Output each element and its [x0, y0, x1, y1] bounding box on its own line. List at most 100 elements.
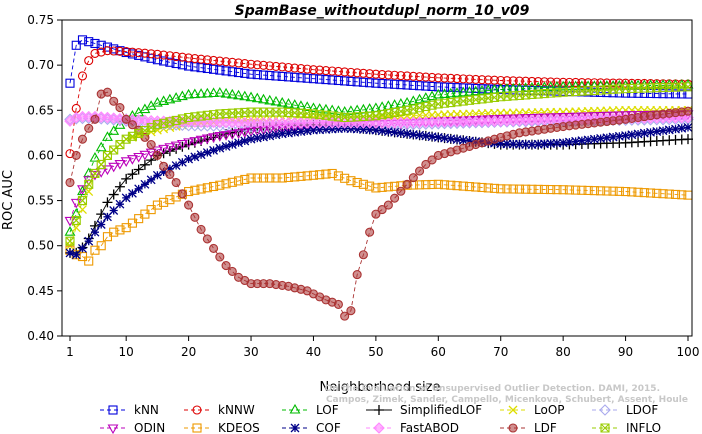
data-point	[508, 184, 518, 194]
data-point	[496, 184, 506, 194]
data-point	[240, 174, 250, 184]
data-point	[677, 89, 687, 99]
data-point	[588, 80, 600, 90]
data-point	[233, 58, 244, 68]
data-point	[346, 306, 356, 316]
data-point	[365, 69, 375, 79]
data-point	[195, 88, 207, 98]
data-point	[646, 127, 656, 137]
data-point	[564, 77, 574, 87]
series-INFLO	[65, 82, 693, 246]
data-point	[464, 74, 475, 84]
data-point	[140, 179, 150, 189]
data-point	[383, 127, 393, 137]
data-point	[571, 136, 581, 146]
data-point	[270, 95, 282, 106]
data-point	[433, 132, 443, 142]
data-point	[446, 180, 456, 190]
data-point	[276, 96, 288, 107]
data-point	[433, 179, 443, 189]
data-point	[208, 133, 220, 143]
data-point	[439, 73, 450, 83]
data-point	[159, 56, 169, 66]
data-point	[345, 105, 357, 115]
data-point	[608, 132, 618, 142]
data-point	[390, 70, 400, 80]
data-point	[308, 65, 319, 75]
data-point	[358, 68, 368, 78]
data-point	[557, 80, 569, 91]
x-axis-label: Neighborhood size	[320, 380, 441, 395]
data-point	[296, 73, 306, 83]
data-point	[471, 182, 481, 192]
data-point	[564, 185, 574, 195]
data-point	[596, 133, 606, 143]
data-point	[521, 76, 531, 86]
data-point	[176, 139, 188, 150]
data-point	[496, 139, 506, 149]
legend-marker	[374, 405, 384, 415]
data-point	[209, 243, 219, 253]
data-point	[89, 152, 101, 162]
data-point	[415, 180, 425, 190]
data-point	[352, 68, 362, 78]
data-point	[521, 139, 531, 149]
data-point	[664, 125, 674, 135]
data-point	[109, 46, 119, 56]
data-point	[258, 173, 269, 183]
data-point	[421, 131, 431, 141]
data-point	[633, 78, 643, 88]
series-line	[69, 173, 689, 262]
data-point	[471, 74, 481, 84]
chart-title: SpamBase_withoutdupl_norm_10_v09	[235, 3, 530, 19]
data-point	[371, 69, 381, 79]
data-point	[521, 184, 531, 194]
data-point	[527, 76, 537, 86]
data-point	[421, 81, 431, 91]
data-point	[215, 56, 225, 66]
legend-label: FastABOD	[400, 421, 459, 434]
data-point	[209, 181, 219, 192]
data-point	[71, 215, 81, 225]
y-tick-label: 0.55	[27, 194, 54, 208]
data-point	[321, 169, 331, 179]
data-point	[196, 54, 206, 64]
data-point	[84, 37, 94, 47]
data-point	[627, 130, 637, 140]
data-point	[602, 186, 612, 196]
data-point	[415, 72, 425, 82]
data-point	[346, 124, 356, 134]
data-point	[283, 98, 294, 108]
data-point	[102, 197, 113, 208]
data-point	[201, 134, 213, 145]
data-point	[315, 65, 325, 75]
data-point	[539, 77, 549, 87]
data-point	[527, 140, 537, 150]
data-point	[271, 61, 281, 71]
legend-marker	[508, 423, 518, 433]
data-point	[290, 72, 300, 82]
data-point	[165, 195, 175, 205]
data-point	[121, 114, 131, 124]
y-tick-label: 0.75	[27, 13, 54, 27]
data-point	[114, 160, 126, 170]
data-point	[315, 170, 325, 180]
data-point	[552, 77, 562, 87]
data-point	[171, 161, 181, 171]
data-point	[482, 84, 494, 95]
data-point	[508, 139, 518, 149]
data-point	[290, 127, 300, 137]
data-point	[365, 125, 375, 135]
data-point	[301, 101, 313, 111]
data-point	[602, 133, 612, 143]
data-point	[227, 266, 237, 276]
data-point	[264, 94, 276, 105]
data-point	[446, 82, 456, 92]
data-point	[296, 171, 306, 181]
data-point	[146, 175, 156, 185]
data-point	[165, 51, 175, 61]
data-point	[145, 148, 157, 159]
data-point	[258, 93, 269, 104]
data-point	[390, 79, 400, 89]
data-point	[339, 105, 351, 116]
